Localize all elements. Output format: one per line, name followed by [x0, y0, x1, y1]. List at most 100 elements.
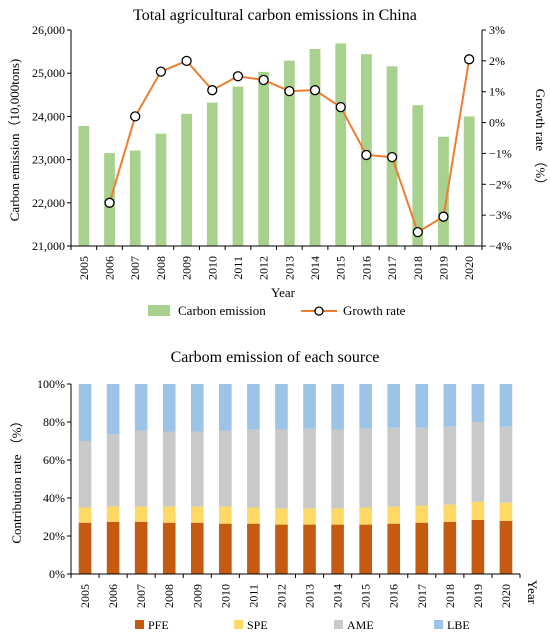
chart1-legend-swatch-bar [148, 305, 170, 316]
chart2-bar-pfe-2014 [331, 524, 344, 574]
chart1-title: Total agricultural carbon emissions in C… [133, 7, 417, 24]
chart2-legend-label-lbe: LBE [447, 618, 470, 632]
chart2-bar-pfe-2009 [190, 522, 204, 574]
chart2-legend-swatch-ame [334, 620, 343, 629]
chart2-bar-lbe-2016 [387, 384, 401, 428]
chart1-xtick-label: 2009 [180, 256, 194, 280]
chart2-bar-ame-2015 [359, 428, 372, 508]
chart1-bar-2009 [181, 113, 192, 246]
chart1-growth-point-2011 [232, 71, 244, 82]
chart2-bar-spe-2012 [275, 508, 288, 525]
chart2-ytick-label: 20% [43, 529, 65, 543]
chart1-bar-2008 [155, 133, 167, 246]
chart2-bar-lbe-2012 [275, 384, 288, 430]
chart1-plot: 21,000 22,000 23,000 24,000 25,000 26,000 −4% −… [32, 23, 512, 280]
chart2-bar-spe-2015 [359, 507, 372, 525]
chart2-xtick-label: 2015 [359, 584, 373, 608]
chart1-bar-2014 [309, 49, 321, 247]
chart2-bar-pfe-2020 [499, 520, 513, 574]
chart1-xtick-label: 2015 [334, 256, 348, 280]
chart1-y2tick-label: −3% [489, 208, 512, 222]
chart1-bar-2019 [438, 136, 449, 246]
chart1-xtick-label: 2005 [77, 256, 91, 280]
chart1-y2tick-label: 0% [489, 116, 505, 130]
chart1-bar-2012 [258, 71, 270, 247]
chart1-xtick-label: 2017 [385, 256, 399, 280]
chart1-growth-point-2014 [309, 85, 321, 96]
chart2-bar-spe-2014 [331, 508, 344, 525]
chart1-xtick-label: 2008 [154, 256, 168, 280]
chart2-bar-spe-2018 [443, 504, 457, 522]
chart2-legend-swatch-lbe [434, 620, 443, 629]
chart2-xtick-label: 2019 [471, 584, 485, 608]
chart1-xtick-label: 2006 [103, 256, 117, 280]
chart1-y2tick-label: −1% [489, 146, 512, 160]
chart1-growth-point-2020 [464, 54, 475, 65]
chart2-bar-spe-2010 [219, 506, 232, 524]
chart2-bar-pfe-2006 [106, 521, 120, 574]
chart2-bar-spe-2009 [190, 506, 204, 523]
chart2-legend-swatch-pfe [135, 620, 144, 629]
chart1-xtick-label: 2010 [205, 256, 219, 280]
chart2-bar-lbe-2013 [303, 384, 316, 429]
chart2-ytick-label: 0% [49, 567, 65, 581]
chart2-bar-spe-2008 [162, 506, 176, 523]
chart2-bar-pfe-2017 [415, 522, 429, 574]
chart2-bar-ame-2011 [247, 429, 260, 508]
chart2-xtick-label: 2008 [162, 584, 176, 608]
chart2-bar-lbe-2007 [134, 384, 148, 431]
chart2-legend-label-spe: SPE [247, 618, 268, 632]
chart2-bar-ame-2018 [443, 426, 457, 505]
chart1-bar-2011 [232, 86, 244, 246]
chart2-bar-lbe-2009 [190, 384, 204, 432]
chart1-y2tick-label: 3% [489, 23, 505, 37]
chart2-ylabel: Contribution rate （%） [9, 414, 24, 543]
chart2-bar-spe-2007 [134, 506, 148, 522]
chart2-bar-ame-2012 [275, 429, 288, 509]
chart2-bar-ame-2014 [331, 429, 344, 509]
chart2-xtick-label: 2009 [190, 584, 204, 608]
chart2-bar-spe-2006 [106, 506, 120, 522]
chart2-bar-ame-2019 [471, 422, 485, 502]
chart1-y2tick-label: 1% [489, 85, 505, 99]
chart1-ylabel: Carbon emission（10,000tons) [7, 59, 22, 222]
chart1-ytick-label: 23,000 [32, 153, 65, 167]
chart1-growth-point-2006 [104, 197, 115, 208]
chart1-xtick-label: 2014 [308, 256, 322, 280]
chart2-bar-spe-2019 [471, 501, 485, 520]
chart2-ytick-label: 60% [43, 453, 65, 467]
chart2-bar-pfe-2010 [219, 523, 232, 574]
chart1-bar-2020 [463, 116, 475, 247]
chart2-xtick-label: 2018 [443, 584, 457, 608]
chart2-bar-lbe-2015 [359, 384, 372, 429]
chart2-bar-spe-2013 [303, 508, 316, 525]
chart2-ytick-label: 80% [43, 415, 65, 429]
chart1-ytick-label: 25,000 [32, 66, 65, 80]
chart2-xtick-label: 2013 [303, 584, 317, 608]
chart1-xtick-label: 2018 [411, 256, 425, 280]
chart2-bar-spe-2016 [387, 506, 401, 524]
chart1-growth-point-2013 [284, 85, 295, 97]
chart2-xtick-label: 2020 [499, 584, 513, 608]
chart2-ytick-label: 40% [43, 491, 65, 505]
chart1-ytick-label: 24,000 [32, 109, 65, 123]
chart1-legend-label-bar: Carbon emission [178, 303, 266, 318]
chart1-growth-point-2007 [130, 111, 141, 122]
chart2-bar-ame-2009 [190, 431, 204, 507]
chart1-ytick-label: 22,000 [32, 196, 65, 210]
chart2-bar-pfe-2012 [275, 524, 288, 574]
chart1-bar-2013 [283, 60, 295, 247]
chart1-bar-2005 [78, 125, 90, 246]
chart2-ytick-label: 100% [37, 377, 65, 391]
chart2-bar-ame-2017 [415, 427, 429, 506]
chart2-bar-lbe-2008 [162, 384, 176, 432]
chart2-bar-pfe-2007 [134, 521, 148, 574]
chart1-growth-point-2019 [438, 211, 449, 222]
chart2-bar-pfe-2019 [471, 519, 485, 574]
chart2-bar-lbe-2006 [106, 384, 120, 435]
chart2-bar-ame-2007 [134, 430, 148, 507]
chart1-xtick-label: 2007 [128, 256, 142, 280]
chart2-xtick-label: 2012 [274, 584, 288, 608]
